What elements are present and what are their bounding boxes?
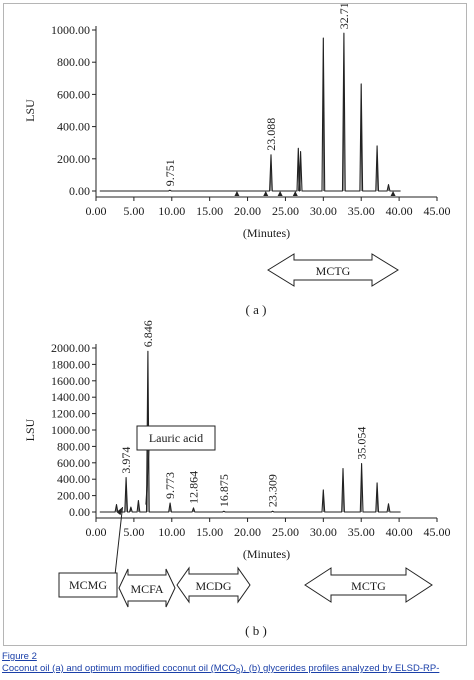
caption-subscript: 8 [235,666,241,676]
panel-b-y-tick-label: 1400.00 [51,390,90,404]
panel-a-x-tick-label: 30.00 [310,204,337,218]
panel-b-x-tick-label: 35.00 [348,525,375,539]
panel-b-peak-label: 16.875 [217,474,231,507]
panel-a-y-tick-label: 400.00 [57,120,90,134]
panel-a-x-tick-label: 15.00 [196,204,223,218]
panel-b-peak-label: 9.773 [163,472,177,499]
panel-a-chromatogram-trace [99,32,401,192]
panel-a-y-tick-label: 600.00 [57,87,90,101]
panel-b-y-tick-label: 1000.00 [51,423,90,437]
panel-b-peak-label: 6.846 [141,320,155,347]
panel-b-x-tick-label: 30.00 [310,525,337,539]
panel-a-x-tick-label: 45.00 [424,204,451,218]
panel-b-y-tick-label: 200.00 [57,489,90,503]
panel-b-mcfa-arrow [118,568,176,608]
panel-a-y-tick-label: 0.00 [69,184,90,198]
panel-a-y-tick-label: 200.00 [57,152,90,166]
panel-a-baseline-marker [390,191,396,196]
panel-b-mcmg-label: MCMG [69,578,107,592]
panel-b-y-tick-label: 400.00 [57,472,90,486]
panel-b-y-tick-label: 600.00 [57,456,90,470]
panel-b-y-tick-label: 0.00 [69,505,90,519]
panel-b-mcdg-label: MCDG [195,579,231,593]
panel-a-x-tick-label: 0.00 [86,204,107,218]
panel-a-baseline-marker [234,191,240,196]
panel-b-x-tick-label: 15.00 [196,525,223,539]
panel-b-mcmg-pointer [114,507,124,576]
panel-b-x-tick-label: 25.00 [272,525,299,539]
caption-text-start: Coconut oil (a) and optimum modified coc… [2,663,236,674]
panel-a-x-tick-label: 5.00 [123,204,144,218]
caption-text-end: ), (b) glycerides profiles analyzed by E… [240,663,440,674]
panel-a-x-tick-label: 20.00 [234,204,261,218]
panel-a-x-tick-label: 35.00 [348,204,375,218]
panel-b-x-tick-label: 45.00 [424,525,451,539]
chromatogram-figure: 0.00 200.00 400.00 600.00 800.00 1000.00 0.00 5… [23,0,451,638]
panel-b-x-tick-label: 40.00 [386,525,413,539]
panel-b-x-tick-label: 5.00 [123,525,144,539]
panel-a-x-tick-label: 10.00 [158,204,185,218]
panel-a-x-tick-label: 40.00 [386,204,413,218]
panel-a-peak-label: 32.712 [337,4,351,29]
panel-a-y-tick-label: 800.00 [57,55,90,69]
panel-a-baseline-marker [277,191,283,196]
panel-b-chromatogram-trace [99,350,401,513]
panel-a-panel-label: ( a ) [246,302,267,317]
panel-a-baseline-marker [292,191,298,196]
panel-b-x-tick-label: 0.00 [86,525,107,539]
panel-b-peak-label: 23.309 [266,474,280,507]
panel-b-lauric-acid-label: Lauric acid [149,431,203,445]
panel-b-y-tick-label: 800.00 [57,439,90,453]
panel-b-lauric-acid-box [136,425,216,451]
figure-frame: 0.00 200.00 400.00 600.00 800.00 1000.00 0.00 5… [3,0,467,646]
panel-a-y-axis-label: LSU [23,99,37,122]
panel-b-y-tick-label: 2000.00 [51,341,90,355]
panel-a-mctg-arrow [267,253,399,287]
panel-b-y-axis-label: LSU [23,418,37,441]
panel-b-y-tick-label: 1200.00 [51,407,90,421]
panel-b-mcmg-box [58,572,118,598]
panel-b-mcmg-pointer-head [116,507,123,516]
panel-b-mcdg-arrow [176,566,251,604]
figure-caption-text[interactable]: Coconut oil (a) and optimum modified coc… [2,663,472,678]
panel-b-mcfa-label: MCFA [130,582,163,596]
panel-b-lauric-acid-pointer [145,449,150,505]
panel-a-peak-label: 9.751 [163,159,177,186]
panel-b-peak-label: 35.054 [355,427,369,460]
panel-b-panel-label: ( b ) [245,623,267,638]
panel-a-baseline-marker [263,191,269,196]
panel-b-x-tick-label: 10.00 [158,525,185,539]
panel-a-y-tick-label: 1000.00 [51,23,90,37]
panel-a-x-axis-label: (Minutes) [243,226,290,240]
panel-b-y-tick-label: 1800.00 [51,357,90,371]
panel-a-peak-label: 23.088 [264,118,278,151]
panel-b-peak-label: 12.864 [186,471,200,504]
figure-label-link[interactable]: Figure 2 [2,651,37,662]
panel-b-mctg-label: MCTG [351,579,386,593]
panel-b-x-axis-label: (Minutes) [243,547,290,561]
panel-a-x-tick-label: 25.00 [272,204,299,218]
panel-b-x-tick-label: 20.00 [234,525,261,539]
panel-a-mctg-label: MCTG [316,264,351,278]
panel-b-peak-label: 3.974 [119,447,133,474]
panel-b-mctg-arrow [304,567,433,603]
panel-b-y-tick-label: 1600.00 [51,374,90,388]
figure-caption: Figure 2 Coconut oil (a) and optimum mod… [2,651,472,678]
